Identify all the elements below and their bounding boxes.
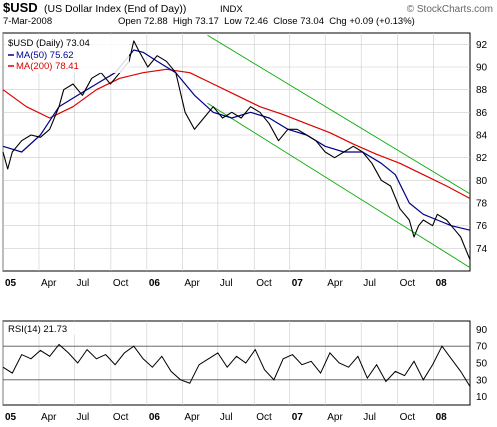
- chart-date: 7-Mar-2008: [3, 16, 52, 27]
- x-tick-label: Apr: [327, 278, 343, 289]
- rsi-label: RSI(14) 21.73: [8, 324, 67, 335]
- x-tick-label: 07: [292, 412, 304, 423]
- rsi-tick-label: 50: [476, 359, 488, 370]
- price-lines: [2, 34, 471, 268]
- x-tick-label: Jul: [76, 278, 89, 289]
- x-tick-label: 05: [5, 412, 17, 423]
- ma200-series: [2, 68, 471, 200]
- x-tick-label: 08: [436, 412, 448, 423]
- price-series: [2, 40, 471, 260]
- legend-ma50: MA(50) 75.62: [16, 50, 74, 61]
- price-tick-label: 86: [476, 108, 488, 119]
- x-tick-label: Oct: [113, 412, 129, 423]
- rsi-lines: [2, 343, 471, 387]
- x-tick-label: Oct: [256, 278, 272, 289]
- chart-title: (US Dollar Index (End of Day)): [44, 3, 186, 15]
- price-tick-label: 80: [476, 176, 488, 187]
- x-tick-label: Oct: [113, 278, 129, 289]
- x-tick-label: Jul: [76, 412, 89, 423]
- x-tick-label: Oct: [256, 412, 272, 423]
- legend-price: $USD (Daily) 73.04: [8, 38, 90, 49]
- channel-upper-line: [207, 34, 471, 195]
- x-axis-labels-top: 05 Apr Jul Oct 06 Apr Jul Oct 07 Apr Jul Oct 08: [5, 278, 447, 289]
- x-tick-label: Apr: [184, 278, 200, 289]
- x-tick-label: Jul: [220, 278, 233, 289]
- price-tick-label: 76: [476, 221, 488, 232]
- ohlc-line: Open 72.88 High 73.17 Low 72.46 Close 73…: [118, 16, 415, 27]
- x-tick-label: 06: [149, 412, 161, 423]
- legend: $USD (Daily) 73.04 MA(50) 75.62 MA(200) …: [5, 35, 129, 73]
- price-tick-label: 84: [476, 131, 488, 142]
- x-tick-label: Jul: [220, 412, 233, 423]
- rsi-tick-label: 90: [476, 325, 488, 336]
- legend-ma200: MA(200) 78.41: [16, 61, 79, 72]
- rsi-tick-label: 10: [476, 392, 488, 403]
- price-tick-label: 92: [476, 40, 488, 51]
- x-tick-label: 08: [436, 278, 448, 289]
- x-tick-label: Apr: [327, 412, 343, 423]
- channel-lower-line: [207, 102, 471, 268]
- chart-symbol: $USD: [3, 0, 38, 15]
- ma50-series: [2, 49, 471, 231]
- exchange-label: INDX: [220, 4, 243, 15]
- price-tick-label: 78: [476, 199, 488, 210]
- x-tick-label: Apr: [41, 278, 57, 289]
- copyright: © StockCharts.com: [407, 4, 493, 15]
- rsi-tick-label: 30: [476, 375, 488, 386]
- x-tick-label: 07: [292, 278, 304, 289]
- x-tick-label: Apr: [184, 412, 200, 423]
- x-axis-labels-bottom: 05 Apr Jul Oct 06 Apr Jul Oct 07 Apr Jul Oct 08: [5, 412, 447, 423]
- x-tick-label: Jul: [363, 278, 376, 289]
- x-tick-label: Jul: [363, 412, 376, 423]
- price-tick-label: 88: [476, 85, 488, 96]
- price-tick-label: 82: [476, 153, 488, 164]
- x-tick-label: Oct: [400, 412, 416, 423]
- price-y-axis: 74 76 78 80 82 84 86 88 90 92: [476, 40, 488, 255]
- x-tick-label: Apr: [41, 412, 57, 423]
- x-tick-label: 05: [5, 278, 17, 289]
- price-tick-label: 74: [476, 244, 488, 255]
- rsi-y-axis: 10 30 50 70 90: [476, 325, 488, 403]
- rsi-series: [2, 343, 471, 387]
- rsi-tick-label: 70: [476, 342, 488, 353]
- x-tick-label: 06: [149, 278, 161, 289]
- x-tick-label: Oct: [400, 278, 416, 289]
- price-tick-label: 90: [476, 63, 488, 74]
